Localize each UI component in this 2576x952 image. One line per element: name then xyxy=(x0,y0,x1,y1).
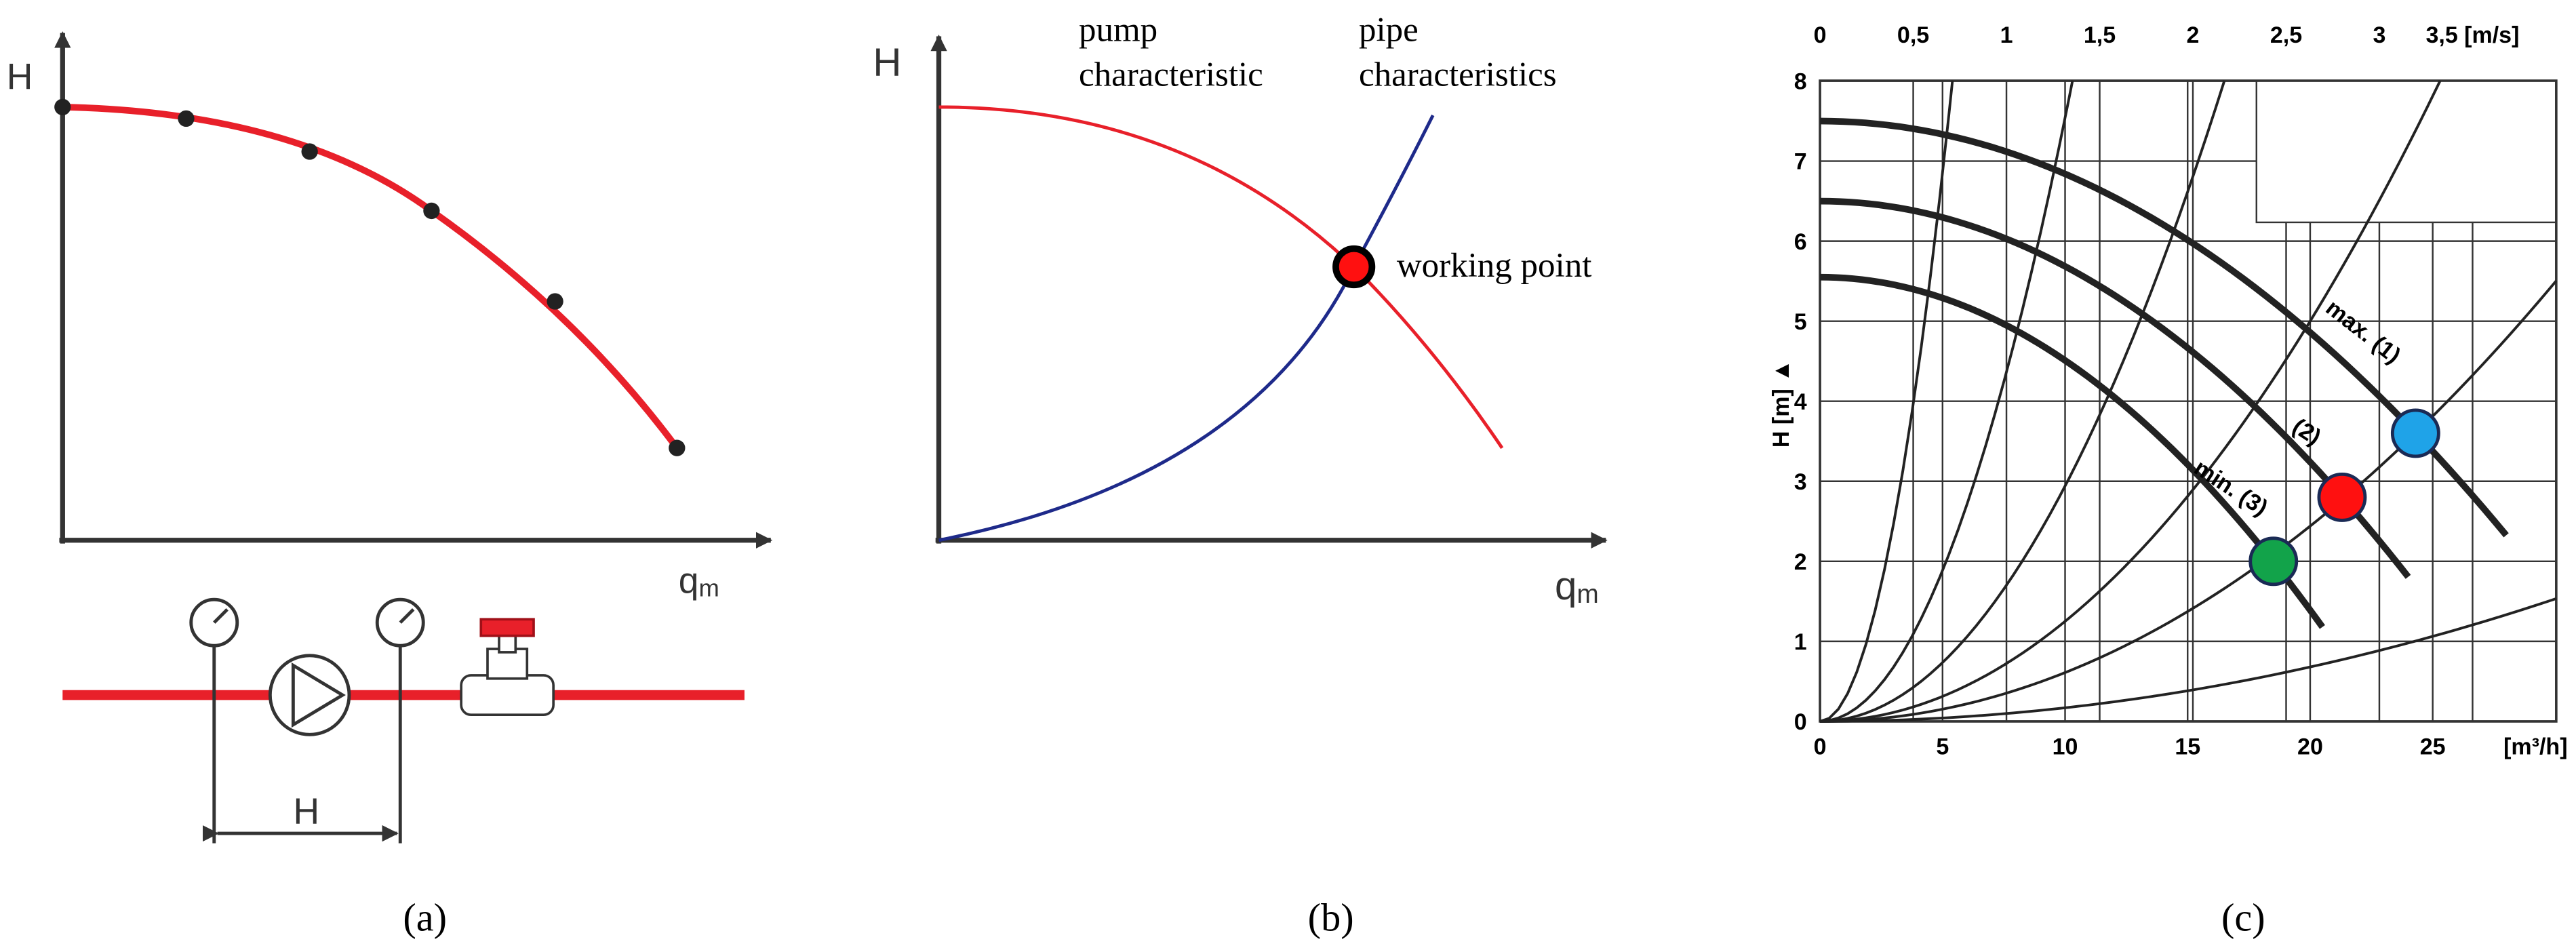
y-tick-label: 8 xyxy=(1794,69,1807,95)
pipe-curve xyxy=(938,114,1435,542)
working-point xyxy=(1332,245,1376,289)
top-tick-label: 1,5 xyxy=(2084,22,2116,48)
y-tick-label: 1 xyxy=(1794,629,1807,655)
panel-b: H qm pump characteristic pipe characteri… xyxy=(873,12,1608,939)
pump-curve xyxy=(938,105,1504,450)
caption: (a) xyxy=(403,895,447,939)
x-tick-label: 0 xyxy=(1814,734,1827,760)
pipe-curve xyxy=(1820,597,2557,723)
top-tick-label: 2 xyxy=(2187,22,2200,48)
pipe-curve xyxy=(1820,80,2226,723)
working-point xyxy=(2390,408,2440,458)
x-tick-label: 10 xyxy=(2053,734,2078,760)
dimension-label: H xyxy=(294,792,320,832)
y-tick-label: 7 xyxy=(1794,149,1807,175)
y-tick-label: 0 xyxy=(1794,709,1807,735)
panel-a: H qm H (a) xyxy=(7,31,773,939)
pump-curve xyxy=(1820,273,2325,629)
gauges xyxy=(189,597,425,844)
top-tick-label: 1 xyxy=(2000,22,2013,48)
pump-curve xyxy=(1820,197,2411,579)
x-tick-label: 25 xyxy=(2420,734,2446,760)
measure-points xyxy=(54,98,686,456)
point-label: working point xyxy=(1397,247,1592,285)
x-label: qm xyxy=(679,561,719,601)
pipe-curve xyxy=(1820,80,2442,723)
x-label: qm xyxy=(1555,564,1599,609)
top-tick-label: 3 xyxy=(2373,22,2386,48)
y-tick-label: 4 xyxy=(1794,389,1807,415)
pipe-label: characteristics xyxy=(1359,56,1557,94)
x-tick-label: 15 xyxy=(2175,734,2200,760)
pump-label: characteristic xyxy=(1079,56,1263,94)
x-tick-label: 5 xyxy=(1936,734,1949,760)
y-tick-label: 3 xyxy=(1794,469,1807,495)
top-tick-label: 0,5 xyxy=(1897,22,1929,48)
pump-curve xyxy=(62,104,680,450)
valve xyxy=(460,618,555,717)
top-tick-label: 2,5 xyxy=(2270,22,2302,48)
pipe-curve xyxy=(1819,80,1954,723)
y-label: H xyxy=(873,41,901,85)
pump-symbol xyxy=(268,654,351,736)
y-tick-label: 5 xyxy=(1794,309,1807,335)
curve-label: max. (1) xyxy=(2321,295,2406,369)
pump-label: pump xyxy=(1079,12,1157,49)
top-tick-label: 0 xyxy=(1814,22,1827,48)
working-point xyxy=(2248,536,2299,587)
pipe-curve xyxy=(1820,279,2558,723)
x-unit: [m³/h] xyxy=(2503,734,2567,760)
pipe-label: pipe xyxy=(1359,12,1419,49)
caption: (c) xyxy=(2221,895,2265,939)
y-label: H [m] ▲ xyxy=(1768,359,1794,448)
working-point xyxy=(2317,472,2367,522)
x-tick-label: 20 xyxy=(2297,734,2323,760)
pump-curve xyxy=(1820,117,2509,538)
caption: (b) xyxy=(1308,895,1354,939)
y-label: H xyxy=(7,57,33,97)
y-tick-label: 2 xyxy=(1794,549,1807,575)
pipe-curve xyxy=(1819,80,2074,723)
plot-frame xyxy=(1819,79,2558,723)
top-tick-label: 3,5 [m/s] xyxy=(2425,22,2519,48)
y-tick-label: 6 xyxy=(1794,229,1807,255)
legend-box xyxy=(2255,79,2558,224)
